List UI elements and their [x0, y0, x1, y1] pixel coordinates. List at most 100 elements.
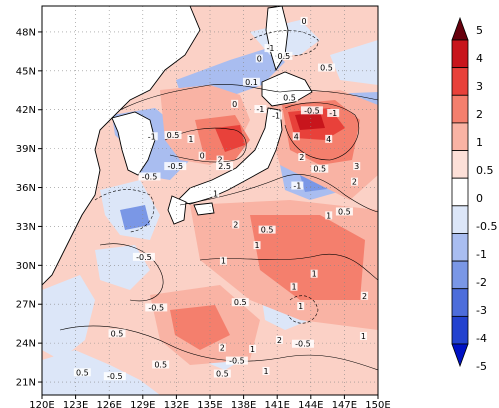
contour-label: 4: [326, 135, 331, 144]
contour-label: 0.5: [313, 165, 326, 174]
lon-tick-label: 132E: [164, 400, 189, 408]
contour-label-bg: [231, 298, 249, 307]
land-korea: [111, 111, 156, 176]
contour-line-japansea: [164, 127, 247, 163]
contour-label: -0.5: [167, 162, 183, 171]
colorbar-label: -5: [476, 360, 487, 373]
colorbar-label: -2: [476, 276, 487, 289]
land-shikoku: [193, 202, 215, 216]
contour-label: 4: [294, 132, 299, 141]
contour-label: 0.5: [283, 93, 296, 102]
shade-patch-neg-okhotsk-east: [330, 40, 378, 85]
contour-label-bg: [281, 93, 299, 102]
contour-label: 1: [188, 135, 193, 144]
contour-label: 2: [277, 336, 282, 345]
land-hokkaido: [261, 71, 313, 107]
contour-label: 2: [220, 344, 225, 353]
contour-label-bg: [290, 282, 298, 291]
contour-label-bg: [164, 130, 182, 139]
lat-tick-label: 45N: [16, 66, 36, 77]
shade-patch-pos-kuroshio-max: [295, 112, 325, 130]
colorbar: 5 4 3 2 1 0.5 0 -0.5 -1 -2 -3 -4 -5: [451, 16, 497, 373]
contour-label: -1: [148, 132, 156, 141]
lat-tick-label: 21N: [16, 378, 36, 389]
contour-label-bg: [255, 54, 263, 63]
colorbar-label: 2: [476, 108, 483, 121]
contour-line-kuroshio-core: [284, 102, 360, 161]
lon-tick-label: 129E: [130, 400, 155, 408]
contour-label: 0.5: [154, 360, 167, 369]
contour-label: 2: [218, 156, 223, 165]
shade-patch-pos-japansea-peak: [215, 125, 245, 152]
contour-label: 2: [362, 292, 367, 301]
contour-label-bg: [242, 77, 260, 86]
colorbar-label: 0: [476, 192, 483, 205]
contour-label-bg: [297, 302, 305, 311]
shade-patch-pos-southwest-core: [170, 305, 230, 350]
contour-lines: [59, 30, 378, 371]
contour-label: 0: [257, 54, 262, 63]
contour-label-bg: [359, 331, 367, 340]
lon-tick-label: 141E: [264, 400, 289, 408]
contour-label-bg: [249, 344, 257, 353]
colorbar-band: [451, 315, 469, 345]
contour-label-bg: [132, 252, 155, 261]
shade-patch-neg-strong: [120, 205, 150, 230]
lat-tick-label: 30N: [16, 261, 36, 272]
contour-line-pacific: [199, 253, 378, 281]
contour-label-bg: [291, 181, 304, 190]
colorbar-label: 1: [476, 136, 483, 149]
contour-label-bg: [145, 132, 158, 141]
colorbar-band: [451, 39, 469, 69]
longitude-axis: 120E 123E 126E 129E 132E 135E 138E 141E 144E 147E…: [29, 395, 391, 408]
contour-label-bg: [291, 339, 314, 348]
contour-label: 0.5: [261, 226, 274, 235]
contour-label: -0.5: [304, 106, 320, 115]
contour-label-bg: [218, 343, 226, 352]
colorbar-label: 4: [476, 52, 483, 65]
contour-label: -1: [329, 109, 337, 118]
contour-label-bg: [152, 360, 170, 369]
contour-label-bg: [231, 99, 239, 108]
lon-tick-label: 135E: [197, 400, 222, 408]
colorbar-label: -3: [476, 304, 487, 317]
contour-label: 0.5: [338, 207, 351, 216]
lat-tick-label: 42N: [16, 105, 36, 116]
map-panel: 00.50-10.10-1-10.5-0.5 -10.5-1 0.5 1-0.5-0.…: [42, 6, 378, 395]
contour-line-kuroshio: [179, 174, 378, 213]
shade-patch-neg-south: [42, 350, 160, 395]
contour-label: 0: [302, 17, 307, 26]
contour-line-dashed-west: [94, 189, 155, 233]
contour-label-bg: [300, 16, 308, 25]
contour-label: -0.5: [148, 303, 164, 312]
contour-label: 1: [213, 189, 218, 198]
colorbar-band: [451, 177, 469, 207]
contour-label: 1: [326, 211, 331, 220]
contour-label-bg: [253, 241, 261, 250]
lon-tick-label: 147E: [332, 400, 357, 408]
contour-line-dashed-east: [287, 295, 319, 324]
graticule: [42, 6, 378, 395]
contour-label: -0.5: [136, 253, 152, 262]
contour-label: -0.5: [229, 357, 245, 366]
contour-label-bg: [225, 356, 248, 365]
contour-label-bg: [216, 162, 234, 171]
contour-label-bg: [317, 63, 335, 72]
contour-label-bg: [311, 164, 329, 173]
contour-label: 3: [354, 162, 359, 171]
contour-label: -1: [266, 44, 274, 53]
land-kyushu: [167, 195, 187, 225]
lon-tick-label: 150E: [365, 400, 390, 408]
lon-tick-label: 126E: [96, 400, 121, 408]
lat-tick-label: 27N: [16, 300, 36, 311]
contour-label: 0.1: [245, 78, 258, 87]
lon-tick-label: 123E: [63, 400, 88, 408]
contour-line-south: [59, 325, 378, 371]
colorbar-band: [451, 67, 469, 96]
shade-patch-neg-southwest: [42, 275, 95, 360]
colorbar-band: [451, 233, 469, 262]
contour-labels: 00.50-10.10-1-10.5-0.5 -10.5-1 0.5 1-0.5-0.…: [73, 16, 369, 381]
contour-label: 0.5: [320, 64, 333, 73]
contour-label: 2: [299, 153, 304, 162]
lat-tick-label: 24N: [16, 339, 36, 350]
